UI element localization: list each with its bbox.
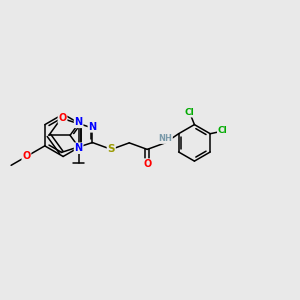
Text: N: N	[75, 117, 83, 127]
Text: Cl: Cl	[184, 108, 194, 117]
Text: S: S	[107, 144, 115, 154]
Text: O: O	[143, 159, 152, 169]
Text: N: N	[88, 122, 97, 132]
Text: NH: NH	[158, 134, 172, 143]
Text: O: O	[22, 152, 31, 161]
Text: O: O	[58, 113, 67, 123]
Text: Cl: Cl	[218, 126, 227, 135]
Text: N: N	[75, 143, 83, 153]
